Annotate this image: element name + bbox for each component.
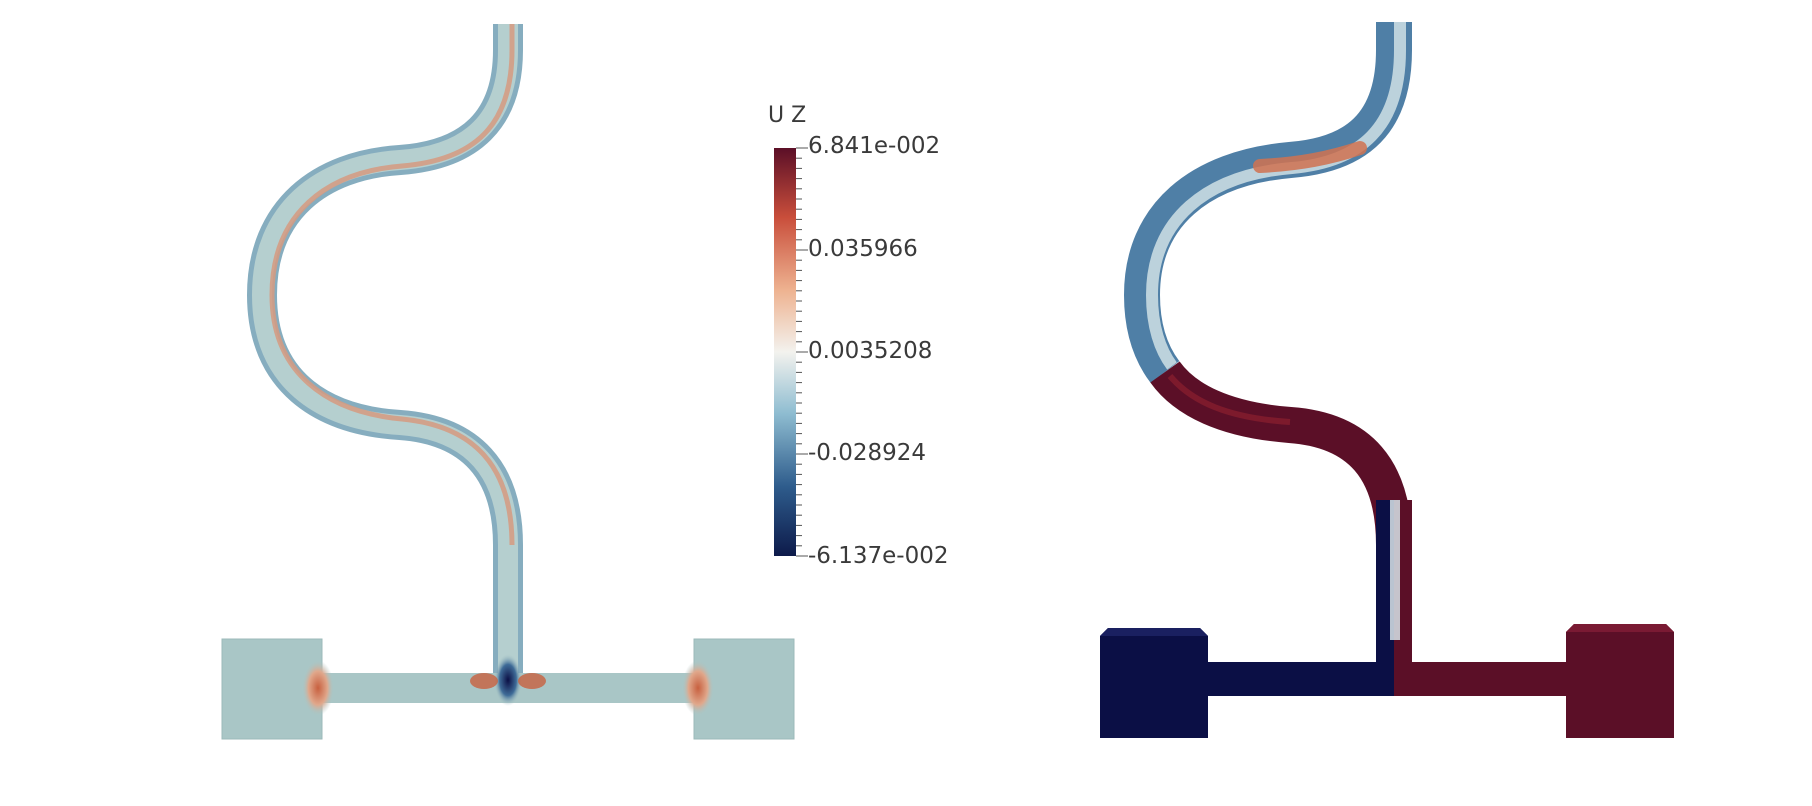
left-s-pipe-inner [251,24,518,680]
right-end-box-right [1566,624,1674,738]
legend-min-label: -6.137e-002 [808,543,949,569]
right-stem-blue [1376,500,1394,696]
right-s-pipe-upper-light [1145,22,1406,370]
legend-max-label: 6.841e-002 [808,133,940,159]
legend-tick-label-2: 0.0035208 [808,338,932,364]
right-s-pipe-lower-edge [1167,374,1291,425]
color-bar [774,148,796,556]
left-t-junction-warm-right [518,673,546,689]
right-s-pipe-upper [1123,22,1412,383]
left-s-pipe-outer [246,24,523,680]
color-legend: U Z 6.841e-002 0.035966 0.0035208 -0.028… [768,103,949,569]
left-t-junction-dark [494,654,522,706]
legend-tick-label-1: 0.035966 [808,236,918,262]
left-junction-spot-left [302,660,334,716]
left-junction-spot-right [682,660,714,716]
right-s-pipe-upper-warm [1253,141,1367,173]
right-geometry [1100,22,1674,738]
left-s-pipe-warm-band [269,24,515,546]
left-t-junction-warm-left [470,673,498,689]
right-channel-blue [1200,662,1394,696]
legend-title: U Z [768,103,806,128]
left-geometry [221,24,795,740]
right-end-box-left [1100,628,1208,738]
color-bar-ticks [796,147,808,557]
right-stem-highlight [1390,500,1400,640]
right-channel-red [1394,662,1572,696]
legend-tick-label-3: -0.028924 [808,440,926,466]
